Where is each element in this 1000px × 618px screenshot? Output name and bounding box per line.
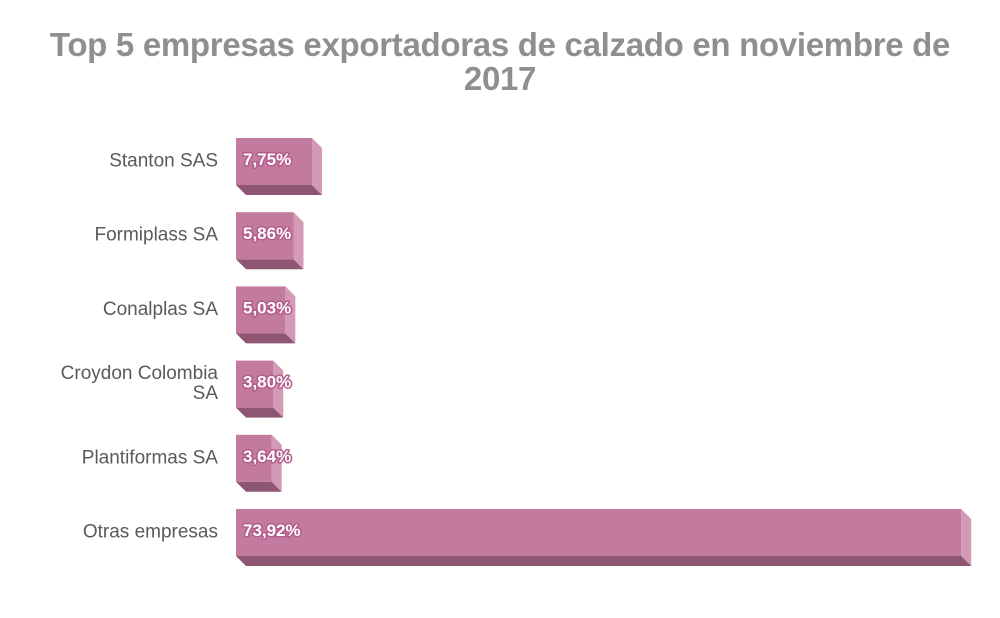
bar-bottom-face xyxy=(236,556,972,566)
bars-layer: 7,75% 5,86% 5,03% 3,80% 3,64% 73,92% xyxy=(236,138,972,566)
category-label-line: SA xyxy=(193,383,219,404)
bar xyxy=(236,434,272,482)
category-label: Otras empresas xyxy=(83,522,218,543)
bar-side-face xyxy=(312,138,323,195)
category-label-line: Conalplas SA xyxy=(103,299,218,320)
bar-group: 3,64% xyxy=(236,434,293,492)
bar-side-face xyxy=(285,286,296,344)
bar-side-face xyxy=(271,434,282,492)
category-label-line: Plantiformas SA xyxy=(82,447,219,468)
bar-bottom-face xyxy=(236,407,284,418)
category-labels: Stanton SAS Formiplass SA Conalplas SA Croy… xyxy=(61,151,219,543)
value-label: 5,86% xyxy=(243,224,291,243)
bar xyxy=(236,212,294,260)
bar-group: 5,86% xyxy=(236,212,304,270)
bar-bottom-face xyxy=(236,185,323,195)
bar xyxy=(236,138,313,185)
bar-side-face xyxy=(293,212,304,270)
bar-group: 7,75% xyxy=(236,138,323,195)
value-label: 3,64% xyxy=(243,447,291,466)
bar-group: 3,80% xyxy=(236,360,293,418)
category-label: Stanton SAS xyxy=(109,151,218,172)
bar-side-face xyxy=(961,509,972,566)
bar-bottom-face xyxy=(236,481,282,492)
chart-title: Top 5 empresas exportadoras de calzado e… xyxy=(49,26,951,97)
category-label-line: Croydon Colombia xyxy=(61,363,219,384)
bar-bottom-face xyxy=(236,259,304,270)
category-label: Formiplass SA xyxy=(94,225,218,246)
bar-group: 5,03% xyxy=(236,286,296,344)
bar-bottom-face xyxy=(236,333,296,344)
value-label: 73,92% xyxy=(243,521,301,540)
category-label: Plantiformas SA xyxy=(82,447,219,468)
bar xyxy=(236,360,274,408)
value-label: 3,80% xyxy=(243,373,291,392)
bar-group: 73,92% xyxy=(236,509,972,566)
bar-side-face xyxy=(273,360,284,418)
category-label-line: Formiplass SA xyxy=(94,225,218,246)
category-label: Croydon Colombia SA xyxy=(61,363,219,404)
bar xyxy=(236,509,962,556)
category-label: Conalplas SA xyxy=(103,299,218,320)
bar xyxy=(236,286,286,334)
value-label: 5,03% xyxy=(243,298,291,317)
value-label: 7,75% xyxy=(243,150,291,169)
category-label-line: Otras empresas xyxy=(83,522,218,543)
category-label-line: Stanton SAS xyxy=(109,151,218,172)
